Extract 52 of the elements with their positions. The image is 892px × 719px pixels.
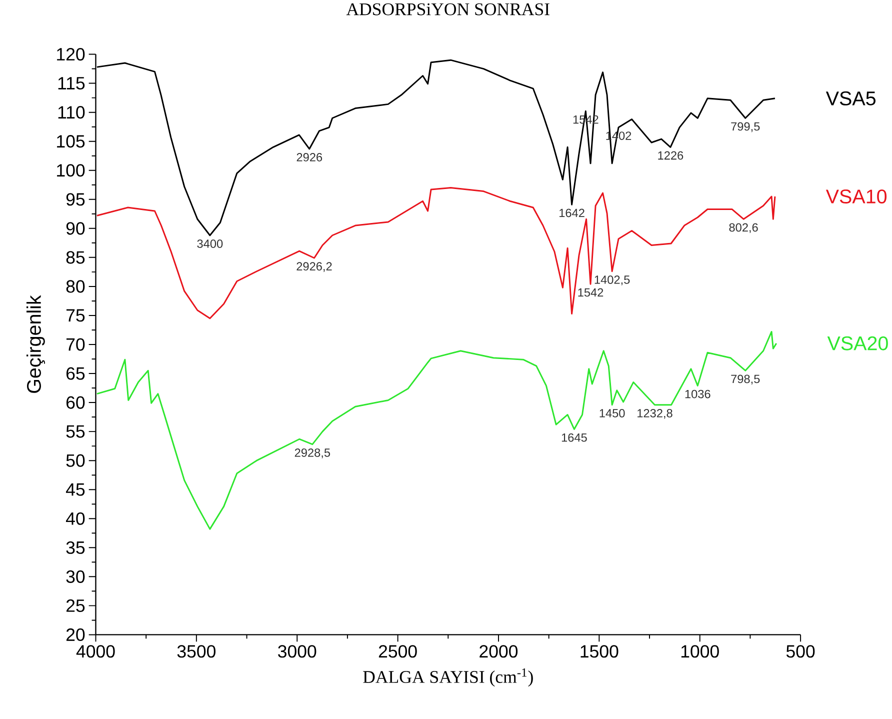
x-tick-label: 3500 xyxy=(177,645,216,658)
y-tick-label: 35 xyxy=(66,542,85,554)
x-tick-label: 500 xyxy=(786,645,815,658)
y-tick-label: 55 xyxy=(66,426,85,438)
x-tick-label: 1000 xyxy=(681,645,719,658)
line-series xyxy=(96,187,776,320)
text: VSA10 xyxy=(826,190,887,204)
annotation: 1232,8 xyxy=(638,409,672,419)
annotation: 2926,2 xyxy=(296,262,332,272)
line-series xyxy=(96,331,778,530)
y-tick-label: 120 xyxy=(57,48,85,61)
y-tick-label: 40 xyxy=(66,512,85,526)
y-tick-label: 80 xyxy=(66,280,85,293)
x-tick-label: 4000 xyxy=(76,645,115,658)
y-tick-label: 105 xyxy=(57,135,85,148)
y-tick-label: 50 xyxy=(66,454,85,468)
annotation: 2926 xyxy=(296,153,322,162)
annotation: 1036 xyxy=(685,390,710,398)
x-tick-label: 2500 xyxy=(378,645,417,658)
y-axis-title: Geçirgenlik xyxy=(26,295,45,394)
annotation: 799,5 xyxy=(731,122,760,132)
y-tick-label: 65 xyxy=(66,367,85,380)
y-tick-label: 85 xyxy=(66,251,85,264)
y-tick-label: 25 xyxy=(66,600,85,612)
annotation: 1450 xyxy=(600,409,625,418)
y-tick-label: 90 xyxy=(66,222,85,235)
x-tick-label: 1500 xyxy=(580,645,618,658)
annotation: 802,6 xyxy=(729,223,758,234)
annotation: 798,5 xyxy=(731,374,760,385)
y-tick-label: 70 xyxy=(66,338,85,351)
y-tick-label: 115 xyxy=(58,77,85,90)
annotation: 1542 xyxy=(578,288,604,297)
x-axis-title: DALGA SAYISI (cm$^{-1}$) xyxy=(363,668,533,687)
y-tick-label: 60 xyxy=(66,396,85,410)
y-tick-label: 95 xyxy=(66,193,85,206)
annotation: 2928,5 xyxy=(294,448,330,458)
y-tick-label: 30 xyxy=(66,570,85,584)
y-tick-label: 75 xyxy=(66,309,85,322)
y-tick-label: 45 xyxy=(66,484,85,496)
text: VSA5 xyxy=(826,92,876,106)
chart-title: ADSORPSiYON SONRASI xyxy=(346,4,550,16)
y-tick-label: 20 xyxy=(66,628,85,642)
annotation: 1642 xyxy=(560,208,584,218)
annotation: 3400 xyxy=(197,240,223,248)
x-tick-label: 2000 xyxy=(480,645,518,658)
x-tick-label: 3000 xyxy=(278,645,316,658)
y-tick-label: 100 xyxy=(57,164,85,177)
y-tick-label: 110 xyxy=(58,106,85,119)
annotation: 1645 xyxy=(562,434,587,442)
text: VSA20 xyxy=(827,336,888,351)
annotation: 1226 xyxy=(658,151,684,160)
annotation: 1402,5 xyxy=(594,276,630,286)
